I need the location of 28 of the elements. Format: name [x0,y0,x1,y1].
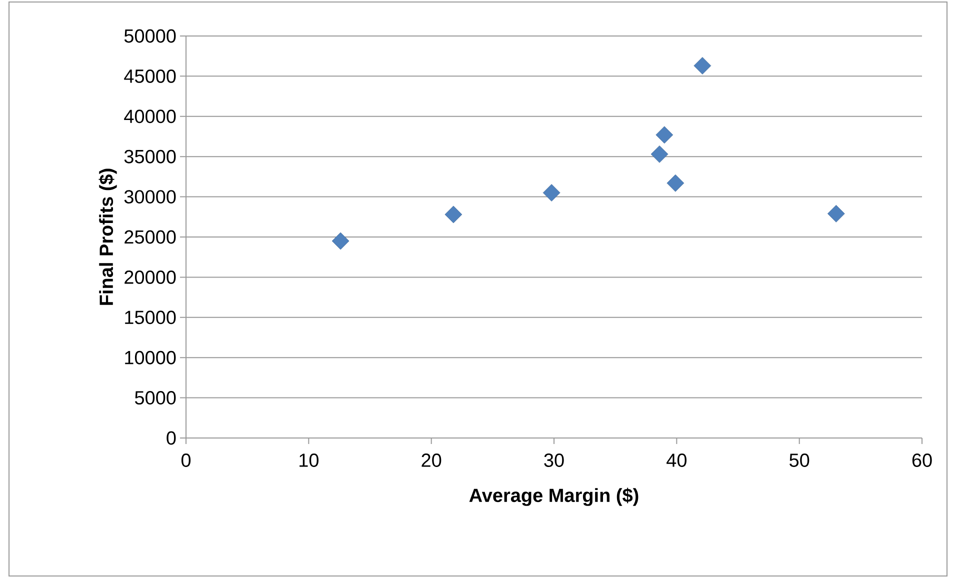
y-tick-label: 20000 [124,270,176,284]
y-tick-label: 50000 [124,29,176,43]
point [666,174,684,192]
point [656,126,674,144]
x-tick-label: 50 [790,454,810,467]
x-tick-label: 60 [912,454,932,467]
y-tick-label: 15000 [125,310,176,324]
x-tick-label: 30 [544,454,564,467]
point [650,145,668,163]
point [694,57,712,74]
y-tick-label: 45000 [124,69,176,83]
y-tick-label: 35000 [124,150,176,164]
y-axis-title: Final Profits ($) [98,168,117,305]
y-tick-label: 40000 [124,110,176,124]
y-tick-label: 30000 [124,190,176,204]
y-tick-label: 5000 [134,391,176,405]
x-axis-title: Average Margin ($) [469,488,638,506]
x-tick-label: 20 [422,454,442,467]
x-tick-label: 40 [666,454,686,467]
point [827,204,845,222]
x-tick-label: 10 [300,454,318,467]
y-tick-label: 0 [166,431,176,445]
y-tick-label: 25000 [124,230,176,244]
x-tick-label: 0 [181,454,191,467]
point [542,184,560,202]
y-tick-label: 10000 [125,350,176,364]
point [332,232,350,250]
point [444,206,462,224]
